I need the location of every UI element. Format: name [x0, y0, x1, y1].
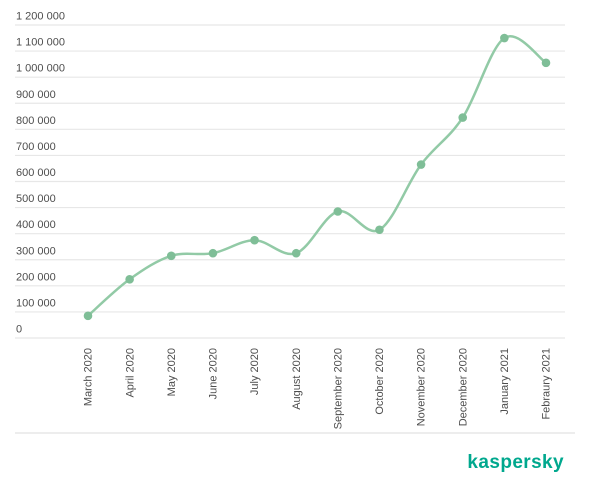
data-point-marker — [458, 113, 468, 122]
data-point-marker — [83, 311, 93, 321]
data-point-marker — [333, 207, 343, 216]
y-axis-tick-label: 1 000 000 — [16, 63, 65, 75]
x-axis-tick-label: December 2020 — [457, 348, 469, 426]
x-axis-tick-label: May 2020 — [166, 348, 178, 396]
data-point-marker — [541, 58, 551, 68]
x-axis-tick-label: October 2020 — [374, 348, 386, 415]
data-point-marker — [416, 160, 426, 169]
x-axis-tick-label: September 2020 — [332, 348, 344, 429]
y-axis-tick-label: 500 000 — [16, 193, 56, 205]
footer-divider — [15, 432, 575, 434]
y-axis-tick-label: 400 000 — [16, 219, 56, 231]
data-line — [86, 35, 548, 318]
x-axis-tick-label: March 2020 — [83, 348, 95, 406]
x-axis-tick-label: Febraury 2021 — [541, 348, 553, 420]
y-axis-tick-label: 1 100 000 — [16, 37, 65, 49]
x-axis-tick-label: July 2020 — [249, 348, 261, 395]
data-point-marker — [166, 251, 176, 261]
y-axis-tick-label: 700 000 — [16, 141, 56, 153]
y-axis-tick-label: 600 000 — [16, 167, 56, 179]
y-axis-tick-label: 900 000 — [16, 89, 56, 101]
x-axis-tick-label: June 2020 — [208, 348, 220, 399]
line-chart: 1 200 000 1 100 000 1 000 000 900 000 800 00… — [15, 11, 565, 429]
y-axis-tick-label: 200 000 — [16, 271, 56, 283]
y-axis-tick-label: 0 — [16, 324, 22, 336]
y-axis-tick-label: 100 000 — [16, 297, 56, 309]
data-point-marker — [291, 248, 301, 258]
x-axis-tick-label: November 2020 — [416, 348, 428, 426]
data-point-marker — [125, 275, 134, 284]
y-axis-tick-label: 300 000 — [16, 245, 56, 257]
data-point-marker — [500, 33, 509, 43]
data-point-marker — [208, 248, 218, 258]
data-point-marker — [375, 225, 384, 235]
y-axis-tick-label: 800 000 — [16, 115, 56, 127]
kaspersky-logo: kaspersky — [467, 452, 564, 473]
y-axis-tick-label: 1 200 000 — [16, 11, 65, 23]
x-axis-tick-label: August 2020 — [291, 348, 303, 410]
data-point-marker — [250, 235, 259, 245]
x-axis-tick-label: January 2021 — [499, 348, 511, 415]
x-axis-tick-label: April 2020 — [124, 348, 136, 398]
